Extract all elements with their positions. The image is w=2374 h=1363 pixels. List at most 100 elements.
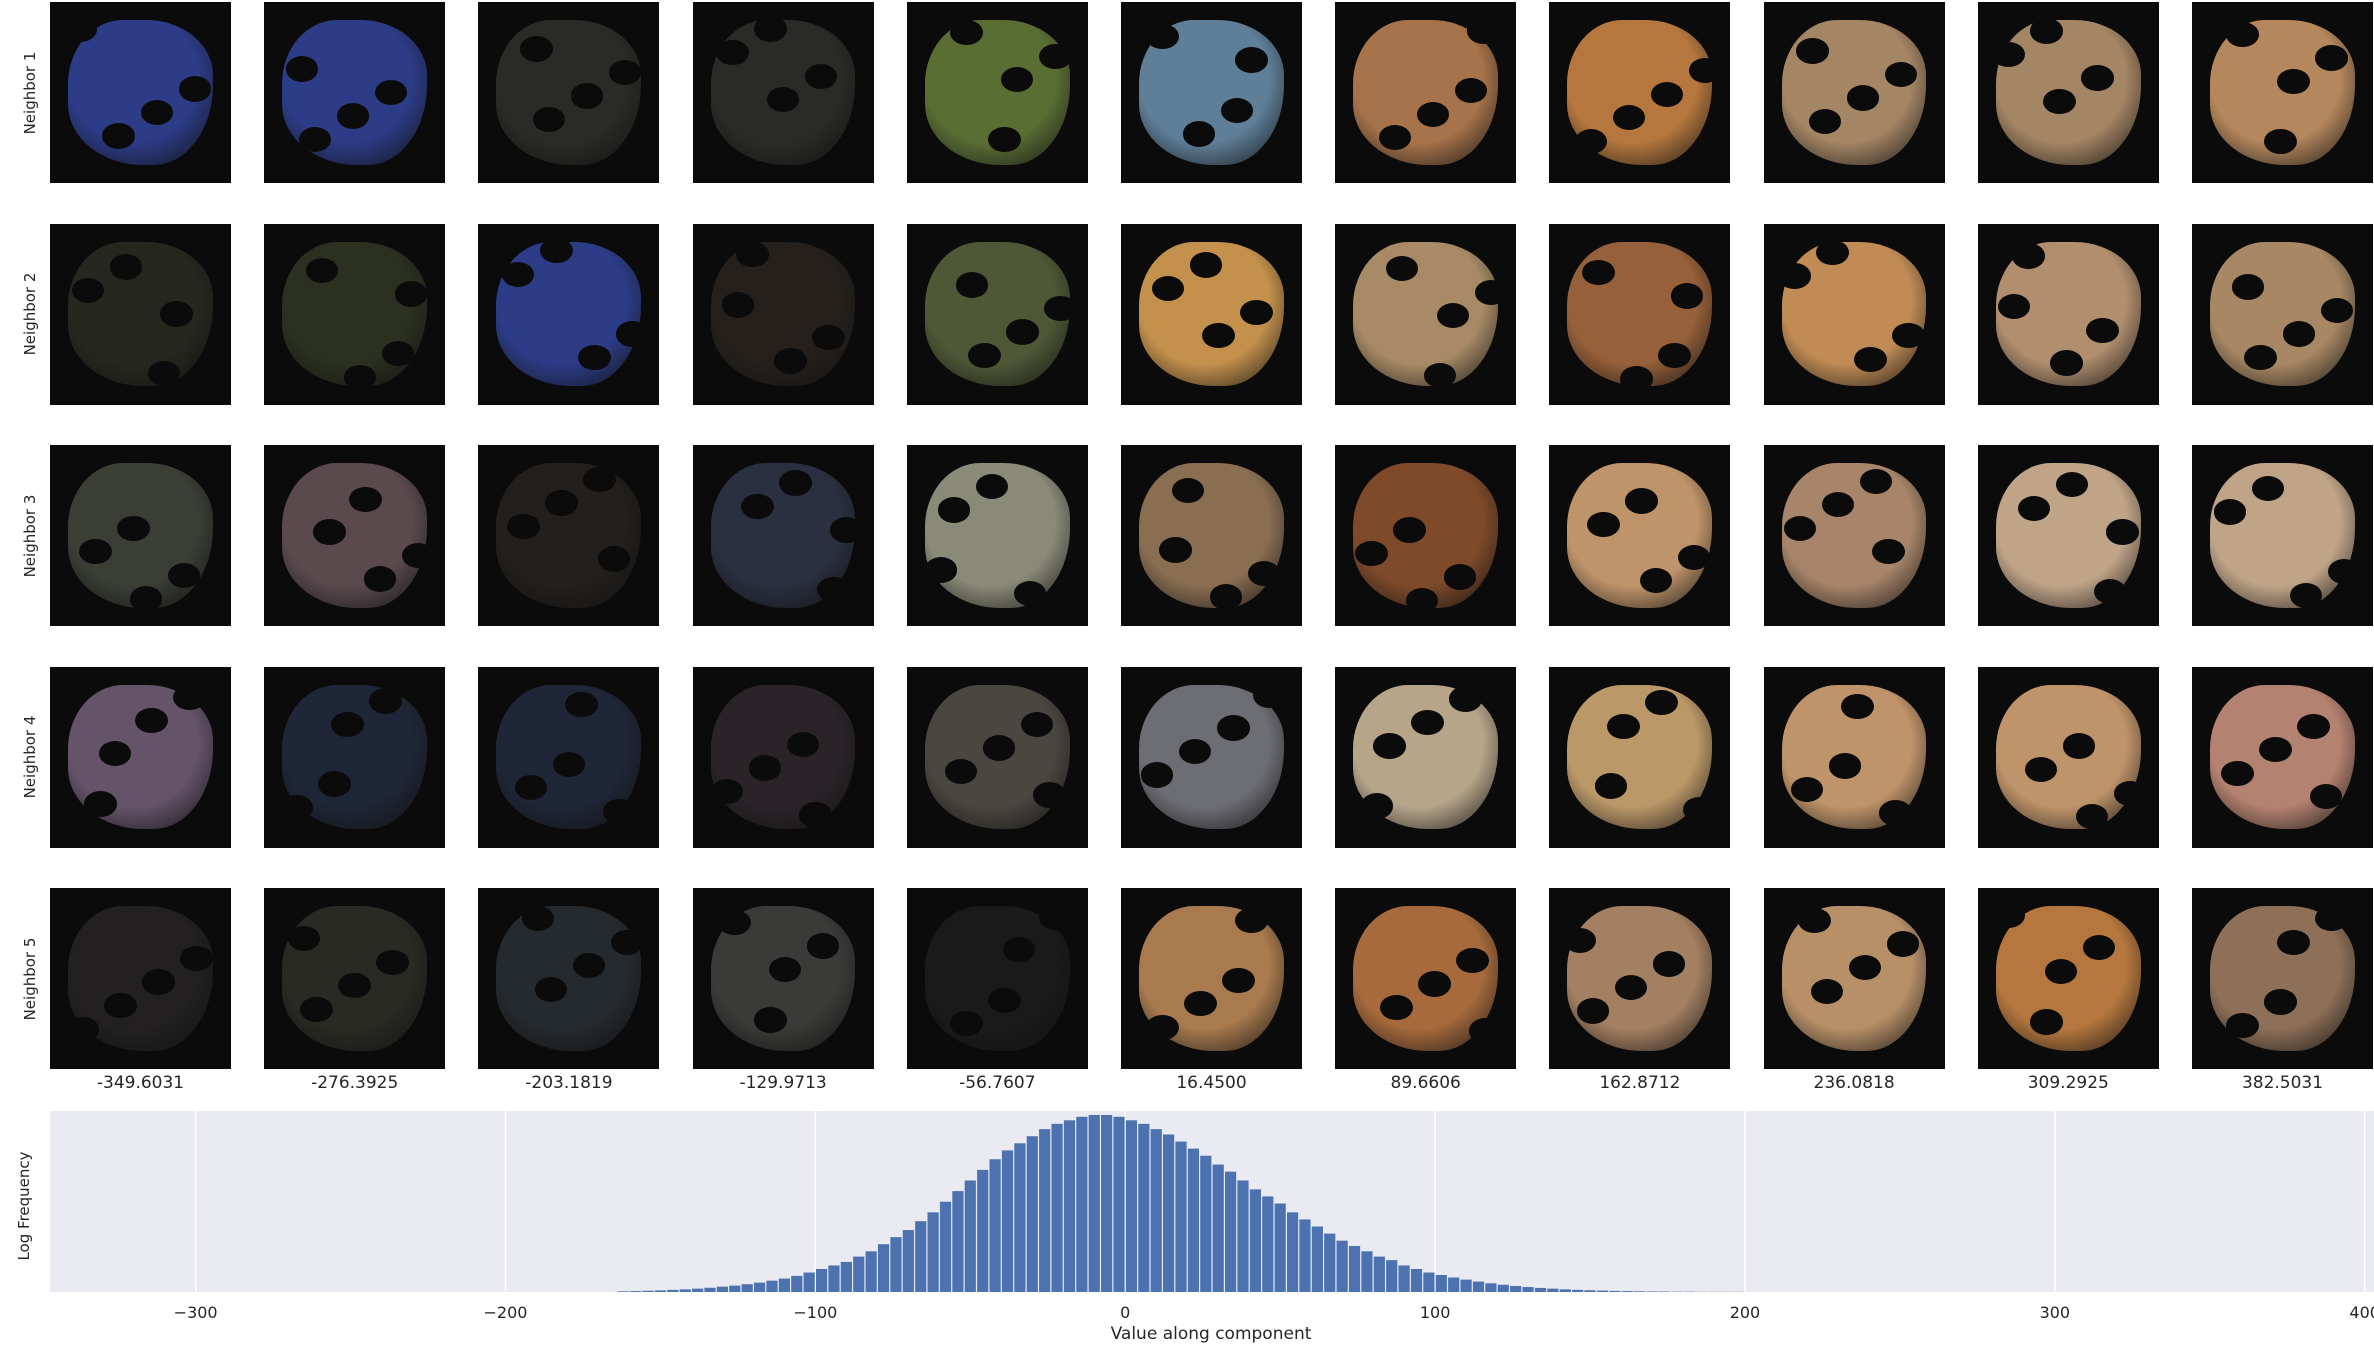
neighbor-thumbnail (1335, 888, 1517, 1069)
mask-hole (1576, 998, 1610, 1024)
histogram-bar (1175, 1141, 1187, 1292)
mask-hole (1360, 793, 1394, 819)
mask-hole (552, 751, 586, 777)
mask-hole (285, 56, 319, 82)
mask-hole (806, 933, 840, 959)
mask-hole (1171, 477, 1205, 503)
mask-hole (2062, 733, 2096, 759)
mask-hole (1393, 517, 1426, 543)
histogram-bar (989, 1159, 1001, 1292)
mask-hole (2082, 935, 2116, 961)
neighbor-thumbnail (50, 888, 231, 1069)
mask-hole (1563, 927, 1597, 954)
histogram-bar (1187, 1148, 1200, 1292)
mask-hole (608, 59, 642, 86)
mask-hole (2093, 578, 2127, 605)
mask-hole (2042, 88, 2076, 115)
mask-hole (1178, 738, 1212, 765)
histogram-bar (803, 1272, 815, 1292)
histogram-bar (1497, 1284, 1509, 1292)
mask-hole (2282, 321, 2316, 347)
histogram-bar (1014, 1143, 1026, 1292)
mask-hole (1859, 468, 1893, 494)
histogram-bar (1423, 1272, 1435, 1292)
mask-hole (129, 586, 163, 612)
mask-hole (1474, 279, 1508, 305)
histogram-bar (915, 1221, 927, 1292)
mask-hole (1879, 800, 1912, 826)
mask-hole (1033, 782, 1067, 808)
histogram-bar (902, 1230, 914, 1292)
mask-hole (577, 344, 611, 371)
mask-hole (830, 517, 863, 543)
neighbor-thumbnail (1121, 445, 1302, 626)
mask-hole (2044, 958, 2078, 984)
mask-hole (1790, 776, 1824, 803)
column-value-label: -276.3925 (311, 1073, 399, 1093)
mask-hole (583, 466, 616, 493)
histogram-bar (630, 1291, 642, 1292)
x-tick-label: −200 (484, 1303, 528, 1322)
neighbor-thumbnail (50, 445, 231, 626)
mask-hole (2264, 128, 2297, 155)
mask-hole (1454, 78, 1488, 104)
mask-hole (950, 20, 983, 46)
column-value-label: -129.9713 (739, 1073, 827, 1093)
mask-hole (521, 906, 555, 932)
neighbor-thumbnail (1977, 223, 2159, 405)
histogram-bar (1138, 1123, 1150, 1292)
neighbor-thumbnail (2192, 666, 2373, 848)
mask-hole (178, 76, 212, 102)
mask-hole (1411, 709, 1444, 736)
mask-hole (2106, 519, 2139, 545)
neighbor-thumbnail (1977, 445, 2159, 626)
histogram-bar (1510, 1285, 1522, 1292)
histogram-bar (927, 1212, 939, 1292)
neighbor-thumbnail (50, 2, 231, 183)
mask-hole (754, 1007, 787, 1033)
neighbor-thumbnail (1335, 2, 1517, 183)
neighbor-thumbnail (264, 2, 446, 183)
histogram-bar (977, 1169, 989, 1292)
mask-hole (1884, 61, 1918, 88)
mask-hole (104, 992, 137, 1019)
mask-hole (298, 126, 332, 153)
mask-hole (2296, 713, 2330, 739)
mask-hole (1146, 1014, 1179, 1041)
histogram-bar (1001, 1150, 1014, 1292)
neighbor-thumbnail (906, 666, 1088, 848)
mask-hole (1783, 515, 1817, 541)
mask-hole (1821, 492, 1855, 518)
mask-hole (1997, 294, 2031, 320)
mask-hole (1240, 299, 1274, 325)
mask-hole (2075, 804, 2109, 830)
histogram-bar (1646, 1291, 1658, 1292)
mask-hole (1645, 690, 1678, 716)
mask-hole (381, 341, 415, 367)
neighbor-thumbnail (264, 666, 446, 848)
histogram-bar (1299, 1219, 1311, 1292)
mask-hole (369, 688, 402, 714)
mask-hole (2226, 21, 2259, 48)
mask-hole (597, 546, 631, 572)
mask-hole (1002, 936, 1036, 963)
histogram-bar (1435, 1275, 1447, 1292)
histogram-bar (865, 1251, 877, 1292)
histogram-bar (753, 1282, 766, 1292)
mask-hole (2315, 45, 2348, 71)
neighbor-thumbnail (906, 2, 1088, 183)
histogram-bar (840, 1261, 852, 1292)
mask-hole (1848, 954, 1882, 981)
mask-hole (2327, 559, 2361, 585)
mask-hole (1992, 41, 2025, 68)
mask-hole (1044, 295, 1077, 322)
mask-hole (1612, 105, 1646, 131)
x-tick-label: 300 (2040, 1303, 2071, 1322)
mask-hole (539, 237, 573, 264)
histogram-bar (1448, 1277, 1460, 1292)
histogram-bar (1063, 1120, 1076, 1292)
mask-hole (812, 324, 845, 351)
mask-hole (2244, 344, 2278, 371)
mask-hole (363, 566, 397, 592)
neighbor-thumbnail (1121, 666, 1302, 848)
